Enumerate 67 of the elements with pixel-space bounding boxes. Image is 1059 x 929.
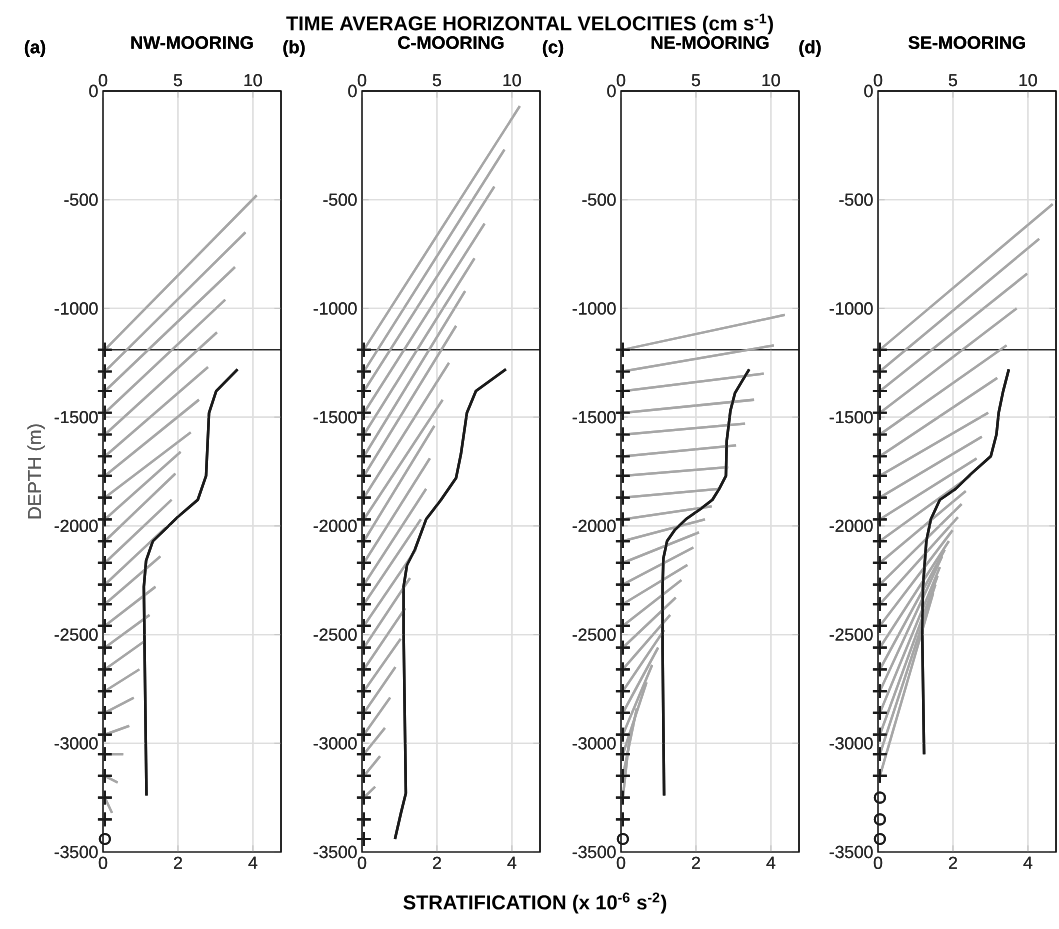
x2-tick-label: 5 [432, 74, 442, 87]
x2-tick-label: 5 [948, 74, 958, 87]
x-axis-title: STRATIFICATION (x 10$^{-6}$ s$^{-2}$) [403, 892, 667, 914]
y-tick-label: -2000 [313, 519, 357, 532]
x2-tick-label: 0 [98, 74, 108, 87]
y-tick-label: -500 [323, 193, 357, 206]
chart-title: C-MOORING [398, 36, 504, 49]
y-tick-label: -2500 [572, 628, 616, 641]
text: (b) [283, 40, 305, 57]
y-tick-label: -500 [582, 193, 616, 206]
x-tick-label: 4 [507, 856, 517, 869]
y-axis-title: DEPTH (m) [27, 424, 45, 519]
x2-tick-label: 10 [1019, 74, 1037, 87]
y-tick-label: -1500 [313, 411, 357, 424]
x-tick-label: 2 [433, 856, 441, 869]
y-tick-label: -3000 [313, 737, 357, 750]
chart-title: NW-MOORING [131, 36, 253, 49]
y-tick-label: -500 [839, 193, 873, 206]
y-tick-label: -1500 [829, 411, 873, 424]
y-tick-label: -2000 [572, 519, 616, 532]
y-tick-label: -2000 [54, 519, 98, 532]
chart-title: SE-MOORING [908, 36, 1025, 49]
x-tick-label: 0 [873, 856, 883, 869]
x-tick-label: 2 [174, 856, 182, 869]
y-tick-label: -3500 [829, 845, 873, 859]
y-tick-label: -1000 [54, 302, 98, 315]
x2-tick-label: 5 [691, 74, 701, 87]
y-tick-label: 0 [607, 84, 616, 98]
x2-tick-label: 0 [357, 74, 367, 87]
y-tick-label: 0 [864, 84, 873, 98]
y-tick-label: -1500 [54, 411, 98, 424]
text: (a) [24, 40, 46, 57]
y-tick-label: -2500 [313, 628, 357, 641]
y-tick-label: -3500 [313, 845, 357, 859]
x2-axis-title: TIME AVERAGE HORIZONTAL VELOCITIES (cm s$^{-1}$) [286, 13, 773, 35]
x-tick-label: 4 [1023, 856, 1033, 869]
y-tick-label: -3500 [54, 845, 98, 859]
y-tick-label: -3000 [829, 737, 873, 750]
x2-tick-label: 0 [616, 74, 626, 87]
y-tick-label: -3000 [572, 737, 616, 750]
y-tick-label: -2000 [829, 519, 873, 532]
x-tick-label: 2 [692, 856, 700, 869]
x-tick-label: 0 [357, 856, 367, 869]
text: (c) [542, 40, 564, 57]
x2-tick-label: 5 [173, 74, 183, 87]
x2-tick-label: 0 [873, 74, 883, 87]
y-tick-label: 0 [89, 84, 98, 98]
x2-tick-label: 10 [503, 74, 521, 87]
y-tick-label: -2500 [54, 628, 98, 641]
x-tick-label: 0 [616, 856, 626, 869]
y-tick-label: -500 [64, 193, 98, 206]
x2-tick-label: 10 [762, 74, 780, 87]
chart-title: NE-MOORING [651, 36, 769, 49]
x2-tick-label: 10 [244, 74, 262, 87]
y-tick-label: 0 [348, 84, 357, 98]
y-tick-label: -1500 [572, 411, 616, 424]
y-tick-label: -3500 [572, 845, 616, 859]
text: (d) [799, 40, 821, 57]
y-tick-label: -1000 [829, 302, 873, 315]
x-tick-label: 4 [766, 856, 776, 869]
y-tick-label: -1000 [572, 302, 616, 315]
x-tick-label: 0 [98, 856, 108, 869]
y-tick-label: -2500 [829, 628, 873, 641]
y-tick-label: -1000 [313, 302, 357, 315]
y-tick-label: -3000 [54, 737, 98, 750]
x-tick-label: 4 [248, 856, 258, 869]
x-tick-label: 2 [949, 856, 957, 869]
